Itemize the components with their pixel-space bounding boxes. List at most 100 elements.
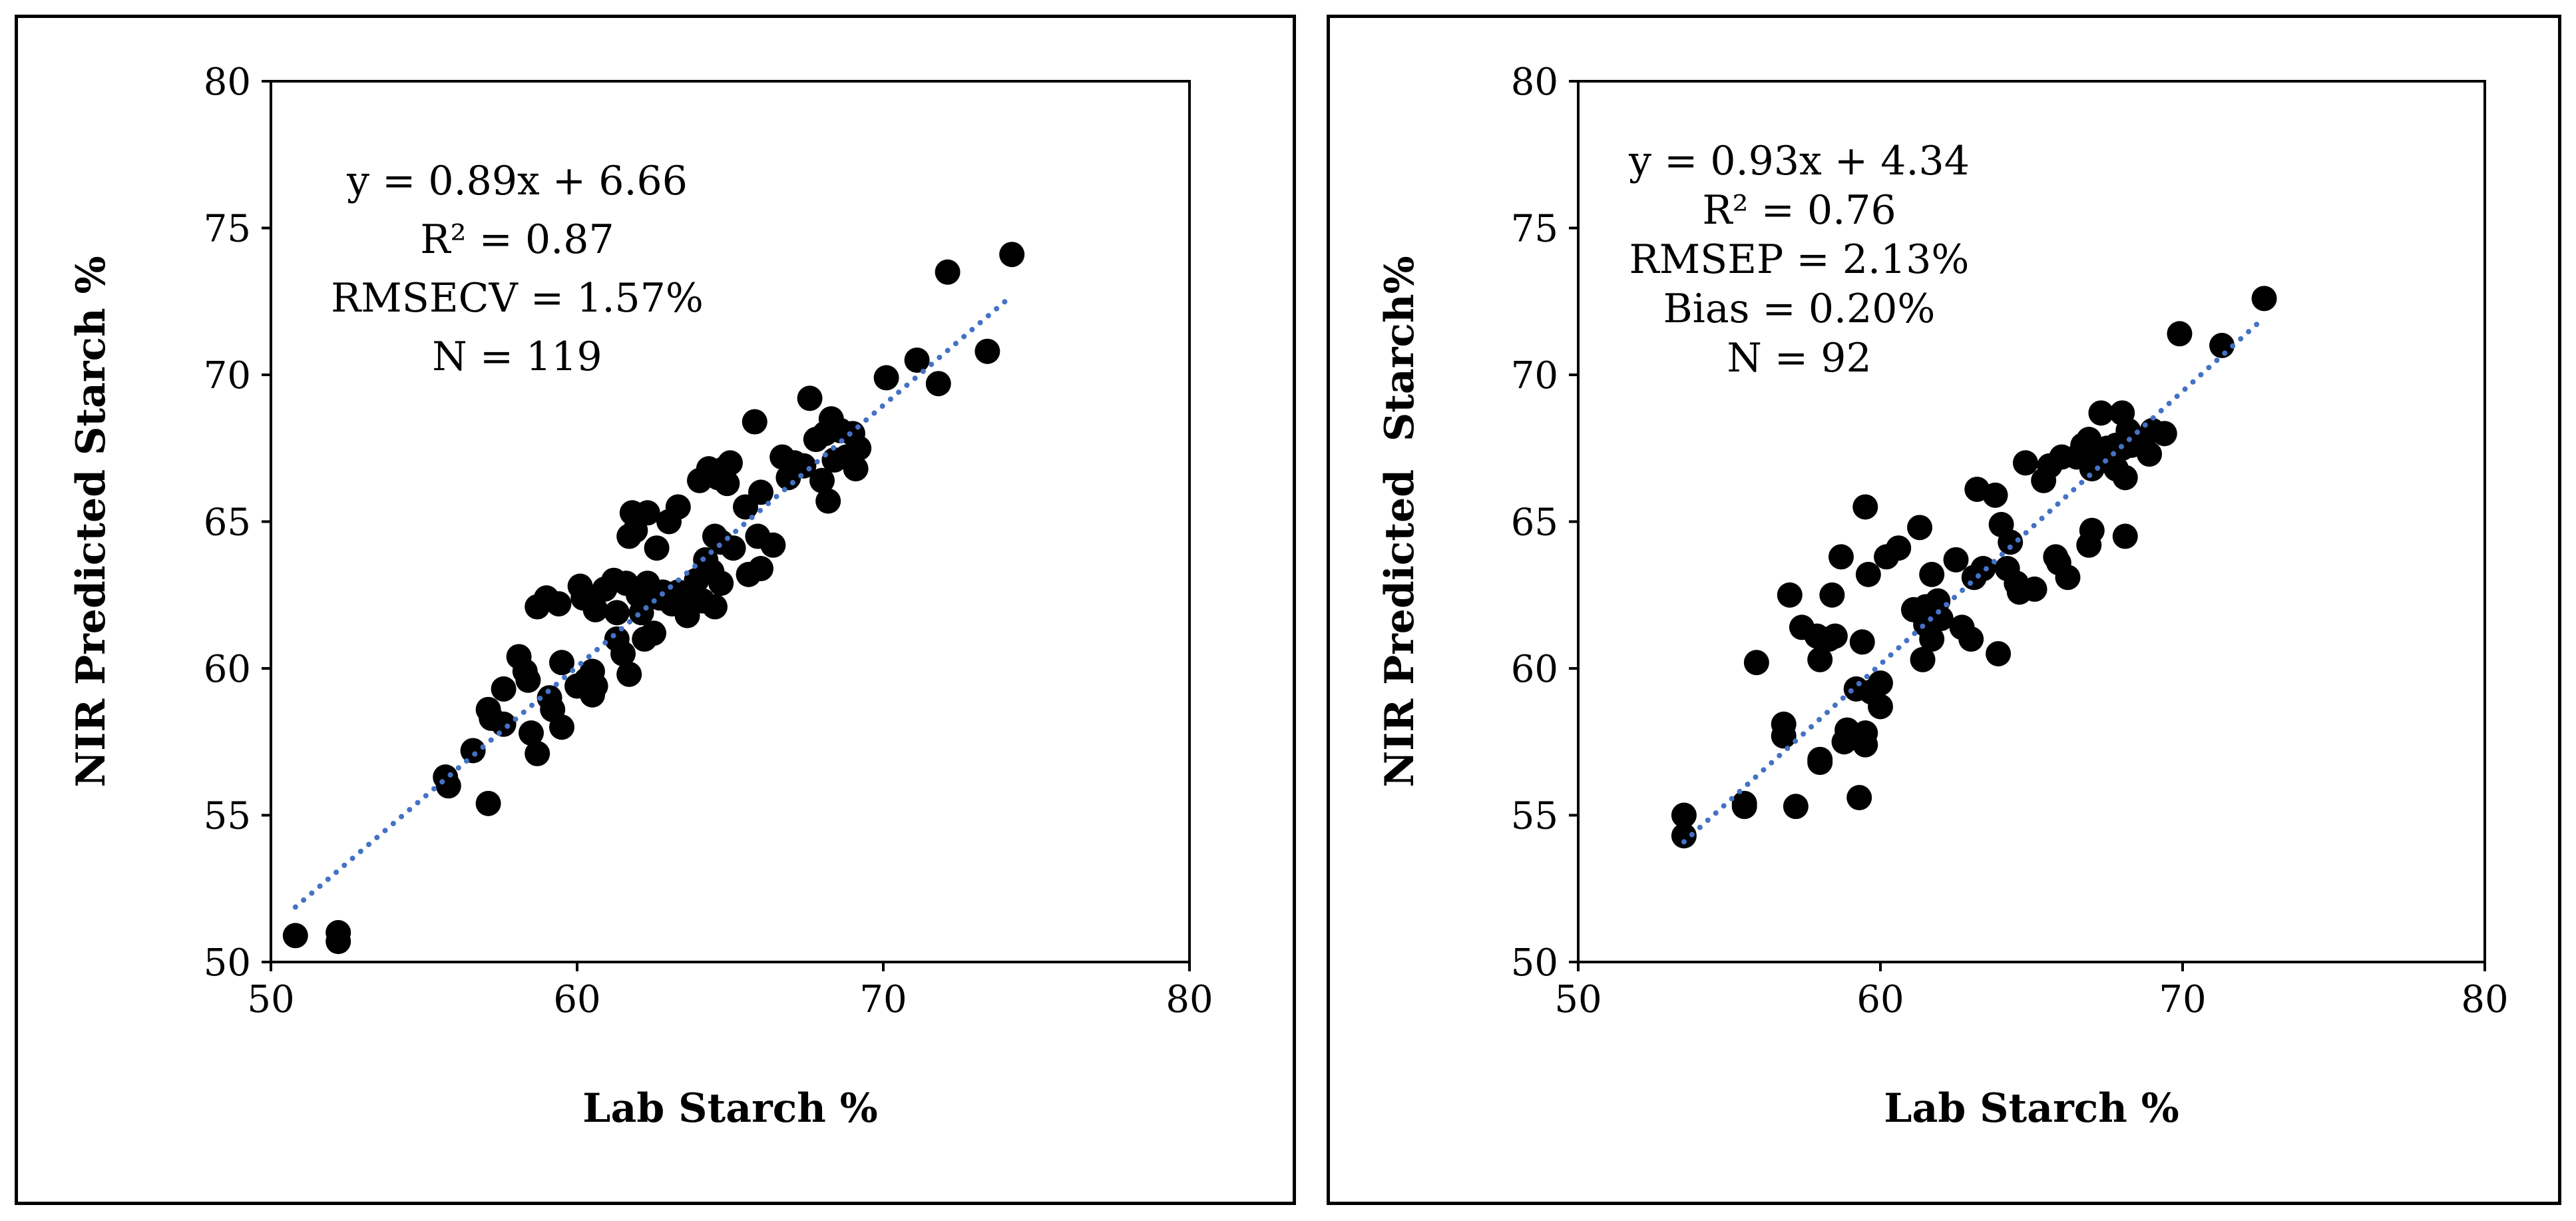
annotation-line: RMSEP = 2.13% <box>1629 236 1970 283</box>
data-point <box>665 494 691 520</box>
data-point <box>748 556 773 582</box>
data-point <box>1743 650 1769 676</box>
data-point <box>904 347 930 373</box>
data-point <box>2151 421 2177 447</box>
data-point <box>2055 565 2081 591</box>
scatter-chart-validation: 50 60 70 80 50 55 60 65 70 75 80 Lab Starch % NIR Pr… <box>1377 61 2509 1132</box>
chart-panel-right: 50 60 70 80 50 55 60 65 70 75 80 Lab Starch % NIR Pr… <box>1327 15 2561 1205</box>
data-point <box>1958 626 1984 652</box>
data-point <box>718 450 743 476</box>
data-point <box>714 471 740 497</box>
data-point <box>1868 694 1893 720</box>
data-point <box>1852 732 1878 758</box>
data-point <box>435 773 461 799</box>
data-point <box>702 594 728 620</box>
data-point <box>843 456 869 482</box>
chart-panel-left: 50 60 70 80 50 55 60 65 70 75 80 Lab Starch % NIR Pr… <box>15 15 1296 1205</box>
data-point <box>1919 561 1945 587</box>
data-point <box>873 365 899 391</box>
y-tick-label: 70 <box>1511 354 1558 397</box>
data-point <box>549 714 574 740</box>
trendline <box>292 293 1015 910</box>
scatter-chart-calibration: 50 60 70 80 50 55 60 65 70 75 80 Lab Starch % NIR Pr… <box>68 61 1213 1132</box>
x-tick-label: 60 <box>1856 978 1904 1021</box>
data-point <box>925 371 951 397</box>
y-tick-label: 75 <box>1511 208 1558 251</box>
data-point <box>491 676 517 702</box>
annotation-line: y = 0.93x + 4.34 <box>1628 138 1970 184</box>
y-tick-label: 60 <box>204 648 251 691</box>
data-point <box>2022 576 2047 602</box>
x-axis-title: Lab Starch % <box>582 1085 878 1132</box>
annotation-line: y = 0.89x + 6.66 <box>346 158 688 204</box>
x-tick-label: 60 <box>553 978 600 1021</box>
data-point <box>644 535 670 561</box>
data-point <box>2112 523 2138 549</box>
data-point <box>1828 544 1854 570</box>
y-axis-title: NIR Predicted Starch% <box>1377 256 1423 787</box>
y-tick-label: 80 <box>1511 61 1558 104</box>
data-point <box>622 517 648 543</box>
x-tick-label: 50 <box>1554 978 1602 1021</box>
trendline <box>1681 314 2267 845</box>
data-point <box>519 720 544 746</box>
data-point <box>2088 400 2114 426</box>
data-point <box>460 738 486 764</box>
data-point <box>1907 515 1933 541</box>
x-axis-title: Lab Starch % <box>1884 1085 2179 1132</box>
x-tick-label: 80 <box>2461 978 2508 1021</box>
data-point <box>546 591 572 616</box>
data-point <box>1807 646 1833 672</box>
data-point <box>846 435 872 461</box>
data-point <box>525 740 550 766</box>
data-point <box>491 711 517 737</box>
data-point <box>935 259 961 285</box>
annotation-line: N = 119 <box>432 334 602 380</box>
annotation-line: Bias = 0.20% <box>1663 286 1936 332</box>
y-tick-label: 60 <box>1511 648 1558 691</box>
data-point <box>1998 529 2024 555</box>
data-point <box>1819 582 1845 608</box>
data-point <box>748 479 773 505</box>
x-tick-label: 70 <box>2159 978 2206 1021</box>
data-point <box>1849 629 1875 655</box>
data-point <box>549 650 574 676</box>
data-point <box>2209 332 2235 358</box>
x-tick-label: 80 <box>1166 978 1213 1021</box>
data-point <box>1777 582 1803 608</box>
data-point <box>610 640 636 666</box>
data-point <box>2079 517 2105 543</box>
data-point <box>1986 640 2012 666</box>
data-point <box>2012 450 2038 476</box>
data-point <box>1868 670 1893 696</box>
data-point <box>616 661 642 687</box>
y-tick-label: 75 <box>204 208 251 251</box>
data-point <box>1671 802 1697 828</box>
data-point <box>1671 823 1697 849</box>
plot-area-frame <box>270 80 1191 963</box>
y-axis-title: NIR Predicted Starch % <box>68 256 114 787</box>
data-point <box>1919 626 1945 652</box>
data-point <box>634 500 660 526</box>
y-tick-label: 65 <box>204 501 251 545</box>
data-point <box>1807 750 1833 776</box>
data-point <box>809 467 835 493</box>
annotation-line: R² = 0.87 <box>420 216 614 263</box>
data-point <box>1771 723 1797 749</box>
data-point <box>742 409 767 435</box>
y-tick-label: 70 <box>204 354 251 397</box>
y-tick-label: 65 <box>1511 501 1558 545</box>
data-point <box>1910 646 1936 672</box>
y-tick-label: 55 <box>1511 795 1558 838</box>
data-point <box>1783 794 1809 820</box>
data-point <box>515 667 541 693</box>
data-point <box>325 929 351 955</box>
data-point <box>1982 482 2008 508</box>
data-point <box>604 600 630 626</box>
data-point <box>582 673 608 699</box>
data-point <box>1731 794 1757 820</box>
data-point <box>1855 561 1881 587</box>
y-tick-label: 50 <box>204 941 251 985</box>
data-point <box>2137 441 2163 467</box>
data-point <box>1846 785 1872 811</box>
